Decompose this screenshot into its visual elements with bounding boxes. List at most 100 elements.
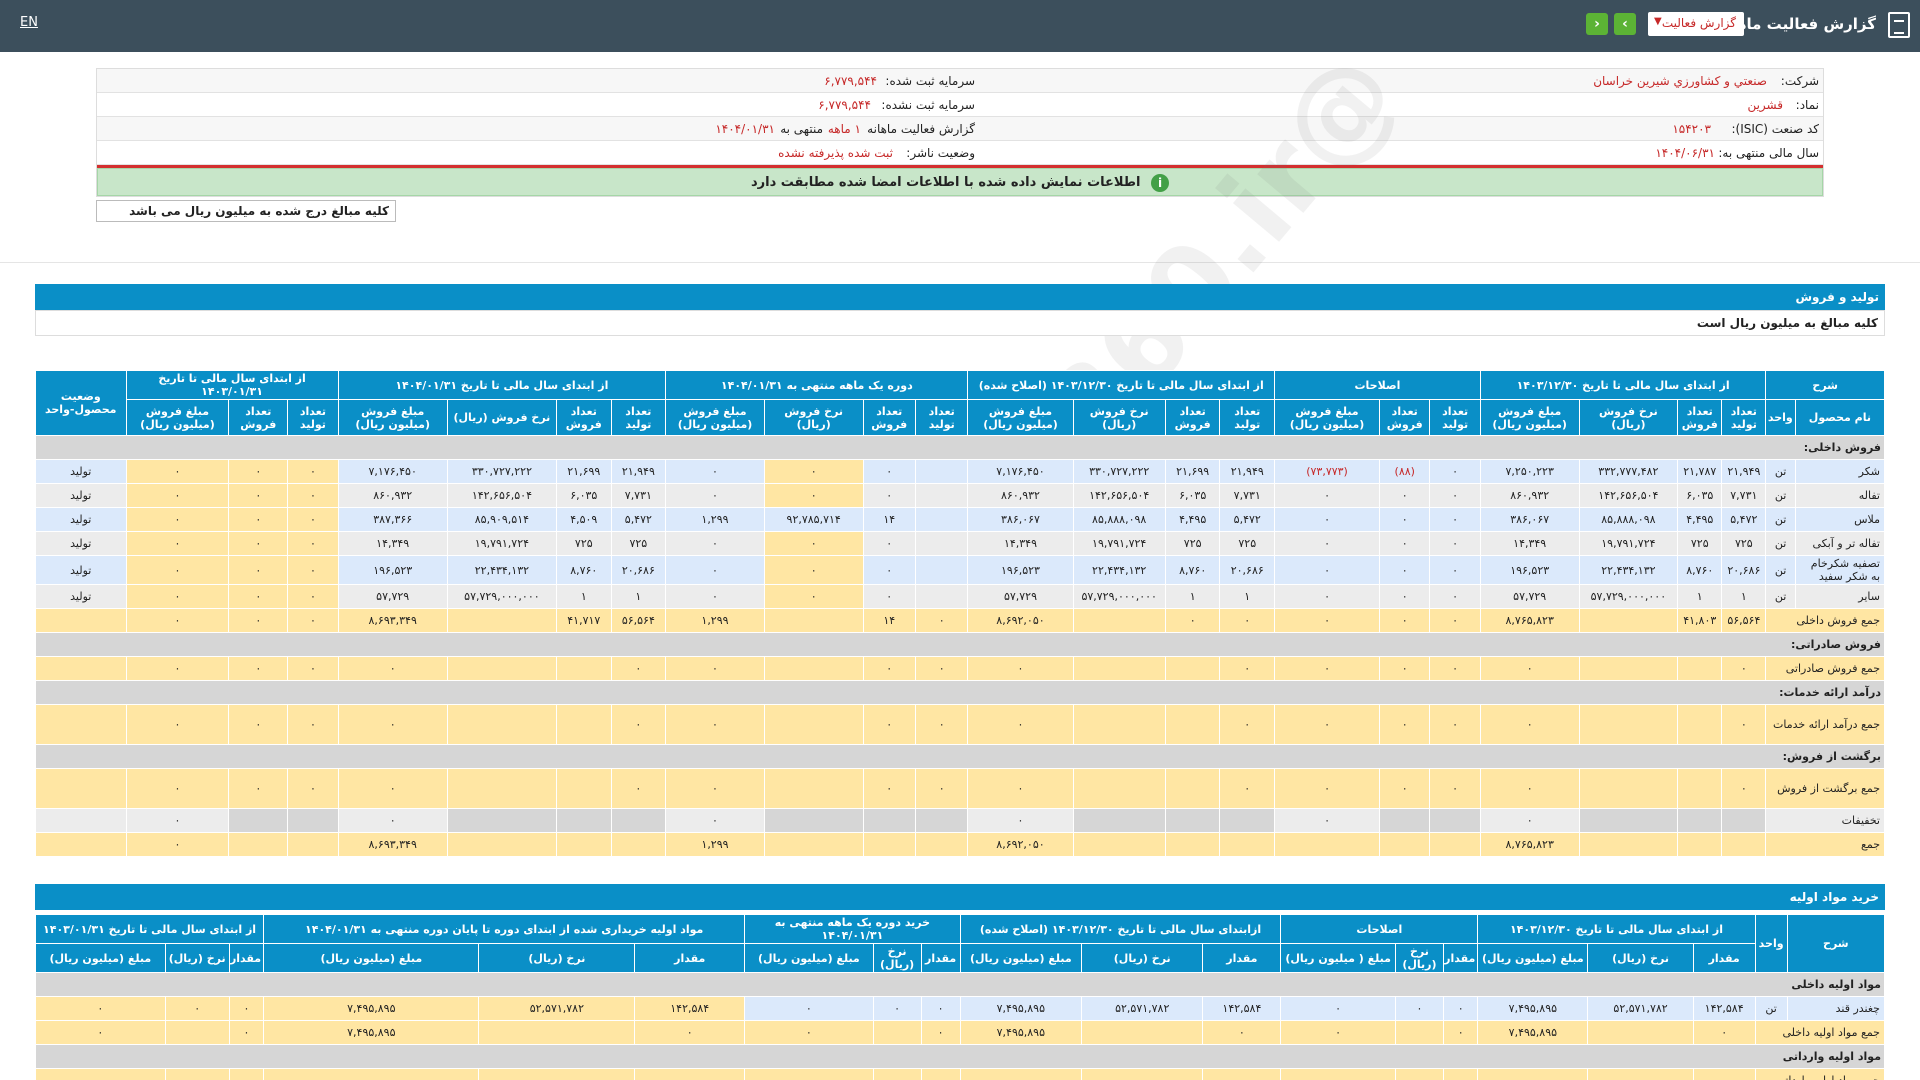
one-month-value: ۰ xyxy=(763,459,864,484)
company-label: شرکت: xyxy=(1780,74,1819,88)
table-row: ملاس تن ۵,۴۷۲ ۴,۴۹۵ ۸۵,۸۸۸,۰۹۸ ۳۸۶,۰۶۷ ۰ ۰ ۰ ۵,۴۷… xyxy=(35,507,1886,532)
total-value: ۱۴ xyxy=(862,608,916,633)
ytd-current-value: ۳۸۷,۳۶۶ xyxy=(337,507,448,532)
zero-value: ۰ xyxy=(665,656,765,681)
prev-fy-adjusted-value: ۱۴۲,۶۵۶,۵۰۴ xyxy=(1072,483,1166,508)
product-unit: تن xyxy=(1765,459,1796,484)
top-bar: گزارش فعالیت ماهانه گزارش فعالیت ▼ › ‹ E… xyxy=(0,0,1920,52)
total-value: ۰ xyxy=(1692,1068,1756,1080)
prev-fy-adjusted-value: ۲۰,۶۸۶ xyxy=(1219,555,1276,585)
zero-value: ۰ xyxy=(1274,656,1381,681)
prev-fy-adjusted-value: ۷,۷۳۱ xyxy=(1219,483,1276,508)
prev-fy-adjusted-value: ۱ xyxy=(1164,584,1221,609)
adjustment-value: ۰ xyxy=(1429,459,1481,484)
ytd-current-value: ۸,۷۶۰ xyxy=(555,555,612,585)
publisher-status-value: ثبت شده پذیرفته نشده xyxy=(778,146,893,160)
discount-value xyxy=(914,808,969,833)
col-group-description: شرح xyxy=(1765,370,1885,400)
total-value: ۰ xyxy=(1202,1020,1282,1045)
adjustment-value: ۰ xyxy=(1274,584,1381,609)
ytd-last-year-value: ۰ xyxy=(228,507,289,532)
col2-qty-9: مقدار xyxy=(920,943,961,973)
page-divider xyxy=(0,262,1920,263)
one-month-value: ۰ xyxy=(665,531,765,556)
symbol-value: قشرین xyxy=(1747,98,1783,112)
prev-fy-value: ۷,۷۳۱ xyxy=(1721,483,1767,508)
total-domestic-materials-row: جمع مواد اولیه داخلی ۰ ۷,۴۹۵,۸۹۵ ۰ ۰ ۰ ۷,۴۹۵,۸… xyxy=(35,1020,1886,1045)
total-value xyxy=(872,1020,922,1045)
chevron-down-icon: ▼ xyxy=(1654,16,1662,27)
ytd-current-value: ۱۴۲,۶۵۶,۵۰۴ xyxy=(446,483,557,508)
col2-amount-11: مبلغ (میلیون ریال) xyxy=(744,943,874,973)
ytd-last-year-value: ۰ xyxy=(125,531,230,556)
total-value: ۰ xyxy=(35,1068,166,1080)
material-value: ۰ xyxy=(1394,996,1445,1021)
total-value xyxy=(1394,1068,1445,1080)
zero-value xyxy=(1677,768,1723,809)
grand-total-value xyxy=(610,832,667,857)
subheading-export-sales: فروش صادراتی: xyxy=(35,632,1885,657)
col-prev-prod: تعداد تولید xyxy=(1721,399,1767,436)
zero-value xyxy=(1578,704,1679,745)
total-value: ۰ xyxy=(959,1068,1083,1080)
zero-value: ۰ xyxy=(125,656,230,681)
total-value: ۰ xyxy=(287,608,339,633)
adjustment-value: (۷۳,۷۷۳) xyxy=(1274,459,1381,484)
adjustment-value: ۰ xyxy=(1379,483,1431,508)
total-value: ۵۶,۵۶۴ xyxy=(610,608,667,633)
total-value: ۰ xyxy=(1442,1068,1479,1080)
zero-value xyxy=(1164,704,1221,745)
total-services-row: جمع درآمد ارائه خدمات ۰ ۰ ۰ ۰ ۰ ۰ ۰ ۰ ۰ ۰ ۰ ۰ ۰ ۰ ۰ xyxy=(35,704,1885,745)
ytd-current-value: ۱۴,۳۴۹ xyxy=(337,531,448,556)
zero-value: ۰ xyxy=(1721,656,1767,681)
symbol-label: نماد: xyxy=(1795,98,1819,112)
zero-value xyxy=(1072,768,1166,809)
next-arrow-button[interactable]: › xyxy=(1614,13,1636,35)
zero-value: ۰ xyxy=(967,768,1074,809)
one-month-value: ۰ xyxy=(862,555,916,585)
col2-amount-17: مبلغ (میلیون ریال) xyxy=(35,943,166,973)
prev-fy-value: ۵۷,۷۲۹ xyxy=(1479,584,1580,609)
discount-value: ۰ xyxy=(1479,808,1580,833)
empty-cell xyxy=(35,656,127,681)
info-row-symbol: نماد: قشرین سرمایه ثبت نشده: ۶,۷۷۹,۵۴۴ xyxy=(97,93,1823,117)
one-month-value xyxy=(914,584,969,609)
col-adj-prod: تعداد تولید xyxy=(1429,399,1481,436)
col-prevadj-amount: مبلغ فروش (میلیون ریال) xyxy=(967,399,1074,436)
prev-fy-value: ۲۰,۶۸۶ xyxy=(1721,555,1767,585)
zero-value: ۰ xyxy=(1479,704,1580,745)
zero-value: ۰ xyxy=(1721,768,1767,809)
chevron-left-icon: ‹ xyxy=(1594,16,1600,32)
zero-value: ۰ xyxy=(1379,704,1431,745)
zero-value: ۰ xyxy=(337,704,448,745)
product-name: تفاله xyxy=(1794,483,1886,508)
discount-value xyxy=(862,808,916,833)
total-value: ۰ xyxy=(1202,1068,1282,1080)
previous-arrow-button[interactable]: ‹ xyxy=(1586,13,1608,35)
subheading-imported-materials-label: مواد اولیه وارداتی xyxy=(35,1044,1885,1069)
prev-fy-value: ۲۱,۹۴۹ xyxy=(1721,459,1767,484)
adjustment-value: ۰ xyxy=(1429,507,1481,532)
discount-value: ۰ xyxy=(1274,808,1381,833)
prev-fy-adjusted-value: ۱۴,۳۴۹ xyxy=(967,531,1074,556)
grand-total-value: ۱,۲۹۹ xyxy=(665,832,765,857)
product-status: تولید xyxy=(35,459,127,484)
total-value: ۰ xyxy=(914,608,969,633)
language-switch-link[interactable]: EN xyxy=(20,15,38,30)
grand-total-value: ۸,۶۹۲,۰۵۰ xyxy=(967,832,1074,857)
report-type-select[interactable]: گزارش فعالیت ▼ xyxy=(1648,12,1744,36)
ytd-last-year-value: ۰ xyxy=(287,531,339,556)
total-export-sales-row: جمع فروش صادراتی ۰ ۰ ۰ ۰ ۰ ۰ ۰ ۰ ۰ ۰ ۰ ۰ ۰ ۰ ۰ xyxy=(35,656,1885,681)
ytd-last-year-value: ۰ xyxy=(125,555,230,585)
info-row-fiscal-year: سال مالی منتهی به: ۱۴۰۴/۰۶/۳۱ وضعیت ناشر… xyxy=(97,141,1823,165)
total-returns-row-label: جمع برگشت از فروش xyxy=(1765,768,1885,809)
product-unit: تن xyxy=(1765,483,1796,508)
grand-total-value xyxy=(1578,832,1679,857)
one-month-value: ۰ xyxy=(763,531,864,556)
total-value xyxy=(1081,1020,1204,1045)
chevron-right-icon: › xyxy=(1622,16,1628,32)
material-value: ۰ xyxy=(164,996,230,1021)
prev-fy-value: ۱۴,۳۴۹ xyxy=(1479,531,1580,556)
signature-match-text: اطلاعات نمایش داده شده با اطلاعات امضا ش… xyxy=(750,175,1141,190)
adjustment-value: ۰ xyxy=(1274,483,1381,508)
